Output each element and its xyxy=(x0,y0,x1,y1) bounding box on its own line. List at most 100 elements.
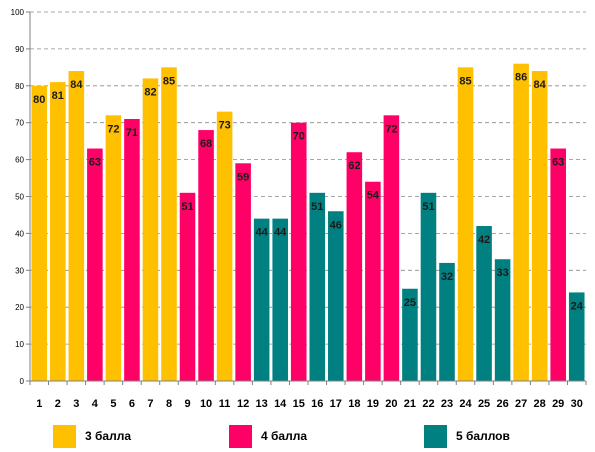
x-tick-label-18: 18 xyxy=(348,398,360,410)
bar-1 xyxy=(31,85,48,382)
data-label-25: 42 xyxy=(478,234,490,246)
data-label-12: 59 xyxy=(237,171,249,183)
bar-11 xyxy=(216,111,233,381)
y-tick-label: 100 xyxy=(11,8,25,17)
x-axis: 1 2 3 4 5 6 7 8 9 10 11 12 13 14 15 16 17 18 19 20 21 22 23 24 2… xyxy=(29,380,587,410)
data-label-15: 70 xyxy=(293,131,305,143)
y-tick-label: 30 xyxy=(15,266,24,275)
y-tick-label: 0 xyxy=(20,377,25,386)
legend-swatch-4-balla xyxy=(229,424,252,448)
bar-9 xyxy=(179,192,196,381)
x-tick-label-3: 3 xyxy=(73,398,79,410)
legend-swatch-3-balla xyxy=(53,424,76,448)
bars xyxy=(31,63,585,382)
data-label-9: 51 xyxy=(181,201,193,213)
x-tick-label-5: 5 xyxy=(110,398,116,410)
bar-26 xyxy=(494,259,511,381)
x-tick-label-30: 30 xyxy=(571,398,583,410)
bar-21 xyxy=(402,288,418,381)
x-tick-label-10: 10 xyxy=(200,398,212,410)
bar-20 xyxy=(383,115,400,381)
x-tick-label-4: 4 xyxy=(92,398,99,410)
bar-14 xyxy=(272,218,288,381)
x-tick-label-1: 1 xyxy=(36,398,42,410)
bar-15 xyxy=(290,122,307,381)
y-tick-label: 40 xyxy=(15,229,24,238)
bar-10 xyxy=(198,130,214,381)
data-label-7: 82 xyxy=(144,86,156,98)
legend-item-5-ballov: 5 баллов xyxy=(424,424,510,448)
legend-label-5-ballov: 5 баллов xyxy=(456,429,510,443)
bar-4 xyxy=(87,148,103,381)
bar-23 xyxy=(439,262,455,381)
x-tick-label-25: 25 xyxy=(478,398,490,410)
x-tick-label-17: 17 xyxy=(330,398,342,410)
x-tick-label-13: 13 xyxy=(256,398,268,410)
bar-22 xyxy=(420,192,437,381)
bar-25 xyxy=(476,226,492,381)
x-tick-label-28: 28 xyxy=(534,398,546,410)
legend-swatch-5-ballov xyxy=(424,424,447,448)
x-tick-label-16: 16 xyxy=(311,398,323,410)
bar-27 xyxy=(513,63,529,381)
data-label-1: 80 xyxy=(33,94,45,106)
x-tick-label-21: 21 xyxy=(404,398,416,410)
bar-13 xyxy=(253,218,270,381)
x-tick-label-12: 12 xyxy=(237,398,249,410)
data-label-26: 33 xyxy=(496,267,508,279)
bar-28 xyxy=(531,71,548,381)
data-label-4: 63 xyxy=(89,157,101,169)
x-tick-label-29: 29 xyxy=(552,398,564,410)
x-tick-label-26: 26 xyxy=(496,398,508,410)
data-label-24: 85 xyxy=(459,75,471,87)
legend-item-4-balla: 4 балла xyxy=(229,424,307,448)
x-tick-label-8: 8 xyxy=(166,398,172,410)
x-tick-label-20: 20 xyxy=(385,398,397,410)
y-tick-label: 70 xyxy=(15,119,24,128)
bar-5 xyxy=(105,115,122,381)
data-label-20: 72 xyxy=(385,123,397,135)
x-tick-label-11: 11 xyxy=(219,398,231,410)
x-tick-label-22: 22 xyxy=(422,398,434,410)
y-axis: 0 10 20 30 40 50 60 70 80 90 100 xyxy=(11,8,31,386)
bar-19 xyxy=(365,181,381,381)
bar-3 xyxy=(68,71,85,381)
data-label-3: 84 xyxy=(70,79,83,91)
bar-16 xyxy=(309,192,326,381)
data-label-23: 32 xyxy=(441,271,453,283)
data-label-11: 73 xyxy=(218,120,230,132)
x-tick-label-9: 9 xyxy=(184,398,190,410)
x-tick-label-19: 19 xyxy=(367,398,379,410)
data-label-2: 81 xyxy=(52,90,64,102)
data-label-27: 86 xyxy=(515,72,527,84)
bar-17 xyxy=(328,211,344,381)
x-tick-label-7: 7 xyxy=(147,398,153,410)
y-tick-label: 50 xyxy=(15,193,24,202)
x-tick-label-15: 15 xyxy=(293,398,305,410)
x-tick-label-6: 6 xyxy=(129,398,135,410)
bar-8 xyxy=(161,67,177,381)
bar-18 xyxy=(346,152,363,381)
bar-29 xyxy=(550,148,566,381)
data-label-18: 62 xyxy=(348,160,360,172)
legend-label-3-balla: 3 балла xyxy=(85,429,132,443)
data-label-8: 85 xyxy=(163,75,175,87)
data-label-16: 51 xyxy=(311,201,323,213)
data-label-21: 25 xyxy=(404,297,416,309)
data-label-17: 46 xyxy=(330,219,342,231)
data-label-6: 71 xyxy=(126,127,138,139)
data-label-10: 68 xyxy=(200,138,212,150)
bar-30 xyxy=(568,292,585,381)
bar-7 xyxy=(142,78,159,382)
x-tick-label-23: 23 xyxy=(441,398,453,410)
x-tick-label-27: 27 xyxy=(515,398,527,410)
y-tick-label: 10 xyxy=(15,340,24,349)
data-label-29: 63 xyxy=(552,157,564,169)
x-tick-label-2: 2 xyxy=(55,398,61,410)
data-label-14: 44 xyxy=(274,227,287,239)
bar-6 xyxy=(124,119,140,381)
y-tick-label: 90 xyxy=(15,45,24,54)
data-label-22: 51 xyxy=(422,201,434,213)
gridlines xyxy=(30,11,586,345)
